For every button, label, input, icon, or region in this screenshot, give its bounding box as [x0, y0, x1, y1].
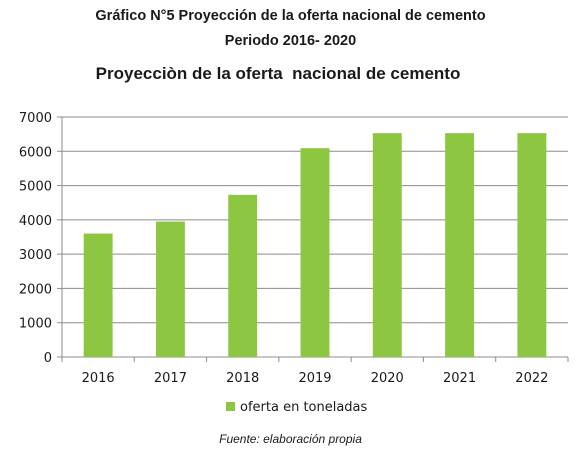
source-note: Fuente: elaboración propia [219, 432, 362, 446]
bar-2019 [300, 148, 330, 357]
y-tick-label: 2000 [19, 282, 52, 297]
y-tick-label: 7000 [19, 111, 52, 126]
y-tick-label: 3000 [19, 248, 52, 263]
bar-2018 [228, 194, 258, 357]
chart-title: Proyecciòn de la oferta nacional de ceme… [96, 64, 461, 83]
x-tick-label: 2019 [298, 371, 331, 386]
figure-caption: Gráfico N°5 Proyección de la oferta naci… [95, 8, 486, 24]
y-axis-ticks: 0 1000 2000 3000 4000 5000 6000 7000 [19, 111, 62, 366]
x-axis-ticks: 2016 2017 2018 2019 2020 2021 2022 [61, 357, 569, 386]
bar-2016 [83, 233, 113, 357]
gridlines [61, 116, 568, 358]
bar-2017 [155, 221, 185, 357]
legend-label: oferta en toneladas [240, 400, 368, 415]
y-tick-label: 5000 [19, 180, 52, 195]
x-tick-label: 2022 [515, 371, 548, 386]
x-tick-label: 2016 [82, 371, 115, 386]
figure-period: Periodo 2016- 2020 [224, 33, 357, 49]
legend: oferta en toneladas [226, 400, 368, 415]
bars [83, 133, 547, 357]
y-tick-label: 6000 [19, 145, 52, 160]
bar-2022 [517, 133, 547, 357]
bar-2020 [372, 133, 402, 357]
x-tick-label: 2021 [443, 371, 476, 386]
y-tick-label: 0 [44, 351, 52, 366]
bar-2021 [445, 133, 475, 357]
y-tick-label: 1000 [19, 317, 52, 332]
x-tick-label: 2017 [154, 371, 187, 386]
y-tick-label: 4000 [19, 214, 52, 229]
legend-swatch [226, 402, 235, 411]
x-tick-label: 2020 [371, 371, 404, 386]
x-tick-label: 2018 [226, 371, 259, 386]
